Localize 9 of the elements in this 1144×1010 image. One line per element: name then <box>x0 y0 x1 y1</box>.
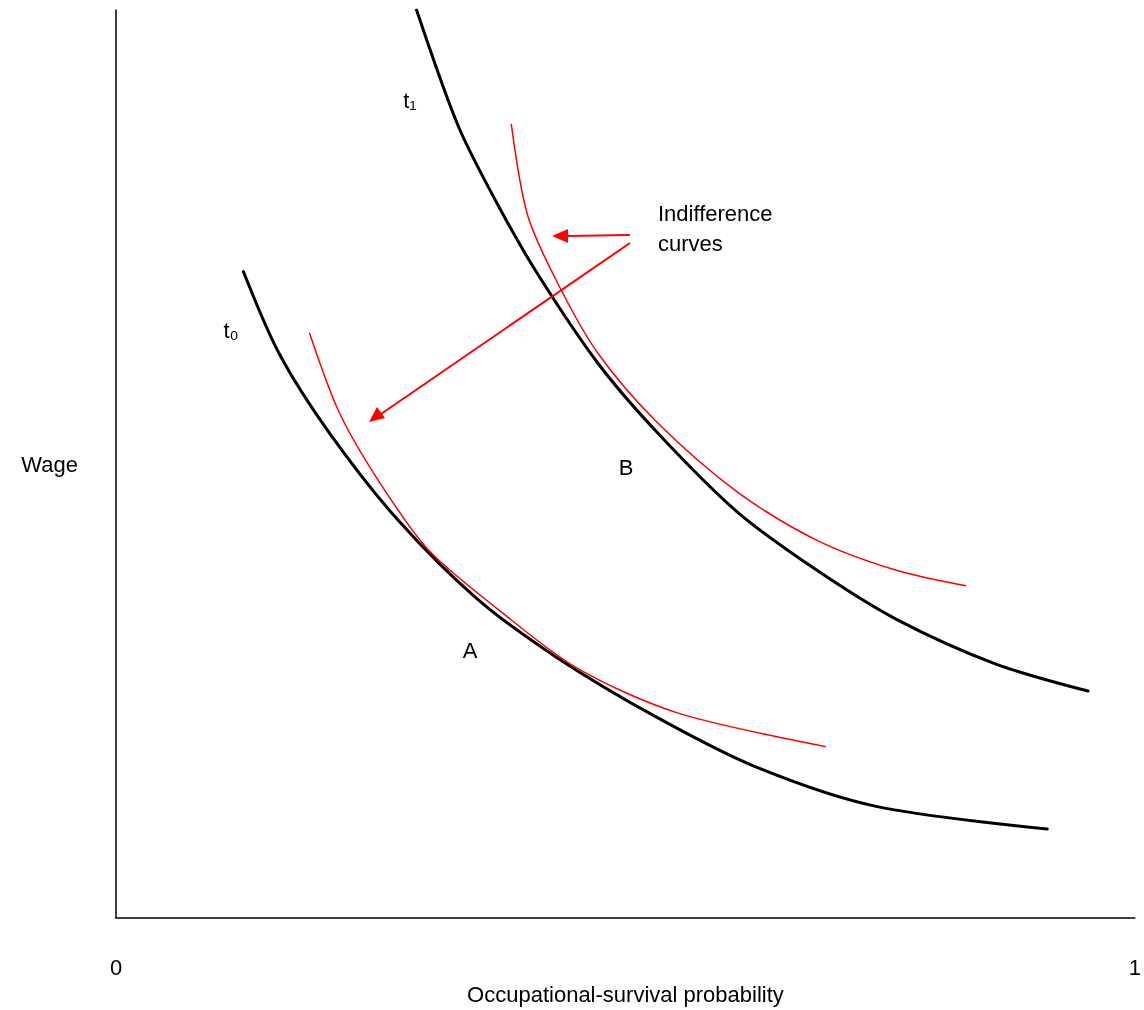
y-axis-title: Wage <box>21 451 78 477</box>
x-tick-label: 0 <box>109 954 123 980</box>
annotation: B <box>618 454 634 480</box>
annotation: Indifference curves <box>658 200 779 256</box>
annotation: t₁ <box>403 87 417 113</box>
annotation: A <box>462 637 478 663</box>
x-tick-label: 1 <box>1128 954 1142 980</box>
x-axis-title: Occupational-survival probability <box>467 981 784 1007</box>
annotation: t₀ <box>223 317 239 343</box>
